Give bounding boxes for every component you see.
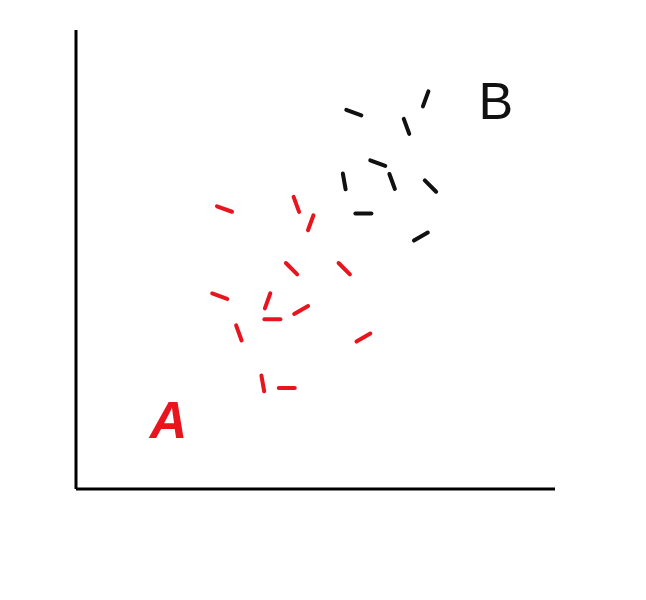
svg-text:B: B [478,72,513,130]
svg-text:A: A [148,391,188,449]
